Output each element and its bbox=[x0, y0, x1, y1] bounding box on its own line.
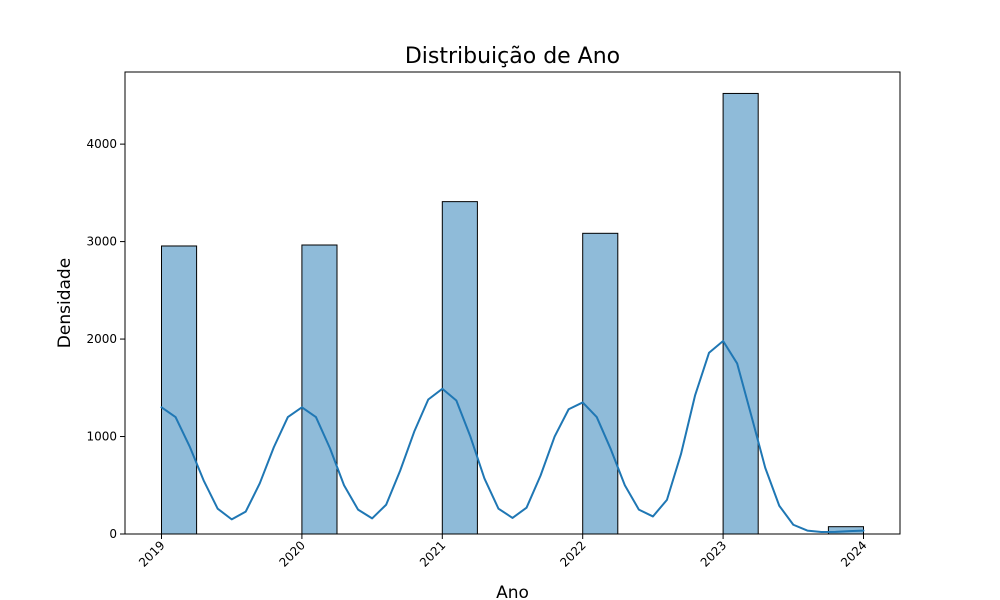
y-axis-label: Densidade bbox=[55, 258, 75, 348]
x-axis: 2019 2020 2021 2022 2023 2024 bbox=[136, 534, 870, 570]
chart-title: Distribuição de Ano bbox=[405, 44, 620, 69]
y-tick-label-4000: 4000 bbox=[86, 137, 117, 151]
histogram-bar-2 bbox=[441, 201, 478, 535]
x-tick-label-2022: 2022 bbox=[557, 538, 588, 569]
histogram-bar-3 bbox=[582, 232, 619, 535]
y-tick-label-3000: 3000 bbox=[86, 235, 117, 249]
y-axis: 0 1000 2000 3000 4000 bbox=[86, 137, 125, 541]
kde-group bbox=[160, 340, 865, 534]
x-tick-label-2019: 2019 bbox=[136, 538, 167, 569]
y-tick-label-2000: 2000 bbox=[86, 332, 117, 346]
y-tick-label-1000: 1000 bbox=[86, 430, 117, 444]
x-tick-label-2023: 2023 bbox=[698, 538, 729, 569]
x-tick-label-2021: 2021 bbox=[417, 538, 448, 569]
kde-curve bbox=[160, 340, 865, 534]
bars-group bbox=[161, 92, 864, 535]
x-tick-label-2020: 2020 bbox=[277, 538, 308, 569]
x-axis-label: Ano bbox=[496, 583, 529, 600]
histogram-bar-4 bbox=[722, 92, 759, 535]
x-tick-label-2024: 2024 bbox=[838, 538, 869, 569]
plot-frame bbox=[124, 71, 901, 535]
y-tick-label-0: 0 bbox=[109, 527, 117, 541]
histogram-bar-1 bbox=[301, 244, 338, 535]
histogram-bar-0 bbox=[161, 245, 198, 535]
